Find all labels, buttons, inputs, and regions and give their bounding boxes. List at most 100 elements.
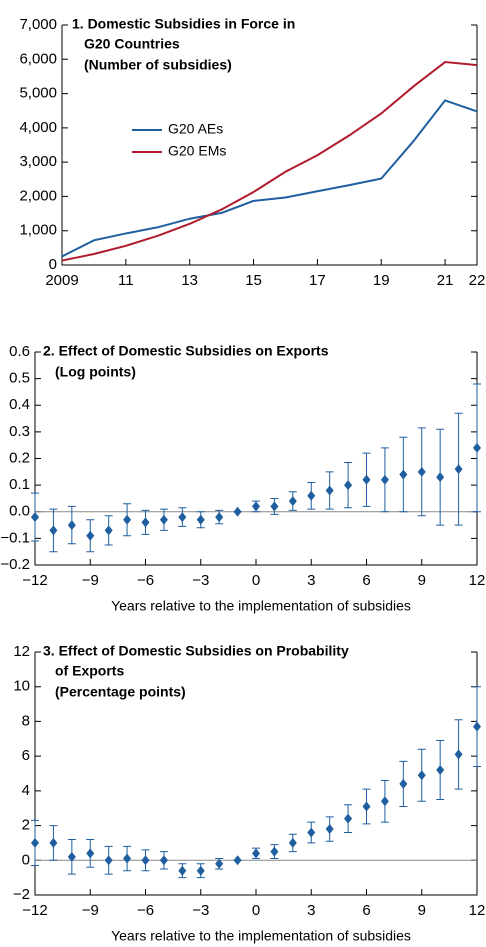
point	[178, 865, 187, 876]
point	[123, 514, 132, 525]
x-tick-label: 15	[245, 272, 262, 289]
point	[380, 796, 389, 807]
point	[104, 855, 113, 866]
point	[325, 485, 334, 496]
point	[215, 512, 224, 523]
point	[159, 855, 168, 866]
x-axis-label: Years relative to the implementation of …	[111, 928, 411, 944]
point	[159, 514, 168, 525]
x-tick-label: −6	[137, 572, 154, 589]
point	[196, 514, 205, 525]
point	[141, 517, 150, 528]
x-tick-label: −9	[82, 572, 99, 589]
chart-title: 1. Domestic Subsidies in Force in	[72, 16, 295, 32]
x-tick-label: 9	[418, 572, 426, 589]
y-tick-label: 4	[22, 782, 30, 799]
point	[178, 512, 187, 523]
y-tick-label: 6	[22, 747, 30, 764]
point	[31, 512, 39, 523]
chart-title: of Exports	[55, 663, 124, 679]
x-tick-label: −12	[22, 572, 47, 589]
y-tick-label: 12	[13, 643, 30, 660]
x-tick-label: −12	[22, 902, 47, 919]
y-tick-label: −2	[13, 886, 30, 903]
point	[380, 474, 389, 485]
x-tick-label: 6	[362, 572, 370, 589]
x-tick-label: 12	[469, 902, 486, 919]
y-tick-label: 2,000	[19, 187, 57, 204]
point	[288, 837, 297, 848]
chart-subtitle: (Number of subsidies)	[84, 57, 232, 73]
x-tick-label: −3	[192, 902, 209, 919]
point	[417, 770, 426, 781]
x-tick-label: 9	[418, 902, 426, 919]
chart-subtitle: (Percentage points)	[55, 684, 186, 700]
x-axis-label: Years relative to the implementation of …	[111, 598, 411, 614]
x-tick-label: 22	[469, 272, 486, 289]
x-tick-label: 19	[373, 272, 390, 289]
y-tick-label: 0	[22, 851, 30, 868]
point	[196, 865, 205, 876]
y-tick-label: 3,000	[19, 153, 57, 170]
y-tick-label: 0.2	[9, 449, 30, 466]
point	[31, 837, 39, 848]
x-tick-label: 3	[307, 572, 315, 589]
y-tick-label: 1,000	[19, 222, 57, 239]
point	[49, 525, 58, 536]
series-line	[61, 99, 478, 258]
legend-label: G20 EMs	[168, 143, 226, 159]
x-tick-label: 11	[118, 272, 134, 289]
point	[417, 466, 426, 477]
x-tick-label: 21	[437, 272, 454, 289]
point	[454, 749, 463, 760]
x-tick-label: 0	[252, 902, 260, 919]
y-tick-label: −0.2	[0, 556, 30, 573]
point	[67, 520, 76, 531]
x-tick-label: 6	[362, 902, 370, 919]
point	[233, 855, 242, 866]
point	[141, 855, 150, 866]
point	[344, 480, 353, 491]
point	[436, 472, 445, 483]
point	[104, 525, 113, 536]
point	[67, 851, 76, 862]
point	[307, 490, 316, 501]
y-tick-label: 0.0	[9, 503, 30, 520]
chart-title: G20 Countries	[84, 36, 180, 52]
point	[307, 827, 316, 838]
point	[123, 853, 132, 864]
x-tick-label: −9	[82, 902, 99, 919]
point	[86, 530, 95, 541]
y-tick-label: −0.1	[0, 529, 30, 546]
point	[252, 848, 260, 859]
x-tick-label: 12	[469, 572, 486, 589]
x-tick-label: 17	[309, 272, 326, 289]
chart-title: 2. Effect of Domestic Subsidies on Expor…	[43, 343, 329, 359]
point	[362, 801, 371, 812]
y-tick-label: 4,000	[19, 119, 57, 136]
y-tick-label: 2	[22, 817, 30, 834]
y-tick-label: 10	[13, 678, 30, 695]
legend-label: G20 AEs	[168, 121, 223, 137]
y-tick-label: 0.1	[9, 476, 30, 493]
axis-frame	[34, 352, 478, 566]
point	[436, 765, 445, 776]
x-tick-label: 3	[307, 902, 315, 919]
chart-title: 3. Effect of Domestic Subsidies on Proba…	[43, 643, 349, 659]
y-tick-label: 0.3	[9, 423, 30, 440]
point	[344, 813, 353, 824]
point	[473, 442, 481, 453]
point	[215, 858, 224, 869]
chart-subtitle: (Log points)	[55, 364, 136, 380]
point	[473, 721, 481, 732]
series-line	[61, 60, 478, 262]
x-tick-label: 2009	[45, 272, 78, 289]
point	[252, 501, 260, 512]
y-tick-label: 0	[49, 256, 57, 273]
x-tick-label: 0	[252, 572, 260, 589]
point	[86, 848, 95, 859]
x-tick-label: −3	[192, 572, 209, 589]
point	[454, 464, 463, 475]
point	[270, 501, 279, 512]
